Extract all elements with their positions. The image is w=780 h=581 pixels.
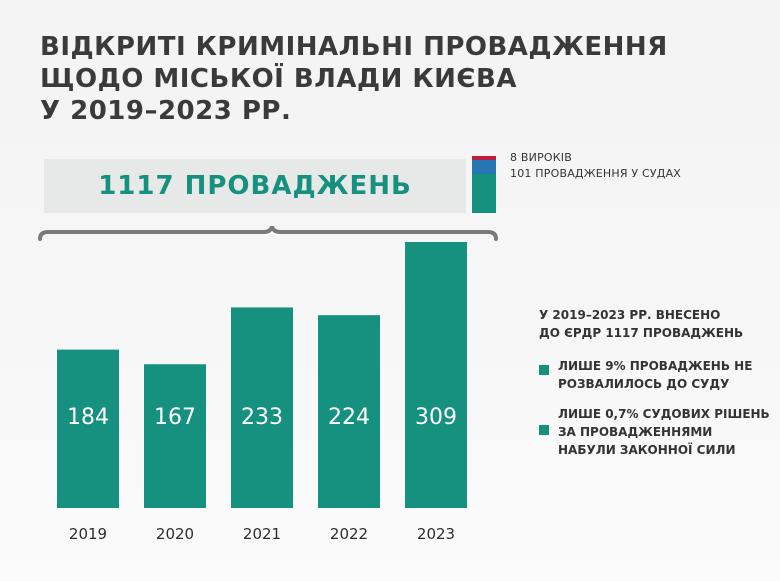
bar-value-label-2022: 224	[328, 405, 370, 430]
bar-2020	[144, 364, 206, 508]
page-title: ВІДКРИТІ КРИМІНАЛЬНІ ПРОВАДЖЕННЯ ЩОДО МІ…	[40, 31, 668, 127]
bar-value-label-2023: 309	[415, 405, 457, 430]
notes-heading-line-2: ДО ЄРДР 1117 ПРОВАДЖЕНЬ	[539, 326, 744, 340]
title-line-1: ВІДКРИТІ КРИМІНАЛЬНІ ПРОВАДЖЕННЯ	[40, 32, 668, 62]
year-tick-label-2020: 2020	[156, 525, 194, 543]
bar-2022	[318, 315, 380, 508]
bar-value-label-2021: 233	[241, 405, 283, 430]
notes-heading-line-1: У 2019–2023 РР. ВНЕСЕНО	[539, 308, 721, 322]
note-1-line-1: ЛИШЕ 9% ПРОВАДЖЕНЬ НЕ	[558, 359, 753, 373]
title-line-3: У 2019–2023 РР.	[40, 96, 292, 126]
in-court-label: 101 ПРОВАДЖЕННЯ У СУДАХ	[510, 167, 682, 180]
total-banner: 1117 ПРОВАДЖЕНЬ	[44, 159, 466, 213]
note-2-line-2: ЗА ПРОВАДЖЕННЯМИ	[558, 425, 713, 439]
in-court-segment	[472, 160, 496, 174]
year-tick-label-2022: 2022	[330, 525, 368, 543]
year-tick-label-2023: 2023	[417, 525, 455, 543]
notes-heading: У 2019–2023 РР. ВНЕСЕНО ДО ЄРДР 1117 ПРО…	[539, 306, 769, 342]
verdicts-segment	[472, 156, 496, 160]
note-2-line-3: НАБУЛИ ЗАКОННОЇ СИЛИ	[558, 443, 736, 457]
brace-bracket	[38, 226, 498, 241]
bar-2021	[231, 307, 293, 508]
note-1-line-2: РОЗВАЛИЛОСЬ ДО СУДУ	[558, 377, 730, 391]
note-2-line-1: ЛИШЕ 0,7% СУДОВИХ РІШЕНЬ	[558, 407, 770, 421]
total-label: 1117 ПРОВАДЖЕНЬ	[98, 171, 412, 201]
verdicts-label: 8 ВИРОКІВ	[510, 151, 572, 164]
year-tick-label-2019: 2019	[69, 525, 107, 543]
teal-square-icon	[539, 365, 549, 375]
bar-2019	[57, 349, 119, 508]
bar-value-label-2019: 184	[67, 405, 109, 430]
bar-value-label-2020: 167	[154, 405, 196, 430]
year-tick-label-2021: 2021	[243, 525, 281, 543]
title-line-2: ЩОДО МІСЬКОЇ ВЛАДИ КИЄВА	[40, 64, 517, 94]
remaining-segment	[472, 174, 496, 213]
breakdown-stacked-bar	[472, 156, 496, 213]
teal-square-icon	[539, 425, 549, 435]
bar-2023	[405, 242, 467, 508]
